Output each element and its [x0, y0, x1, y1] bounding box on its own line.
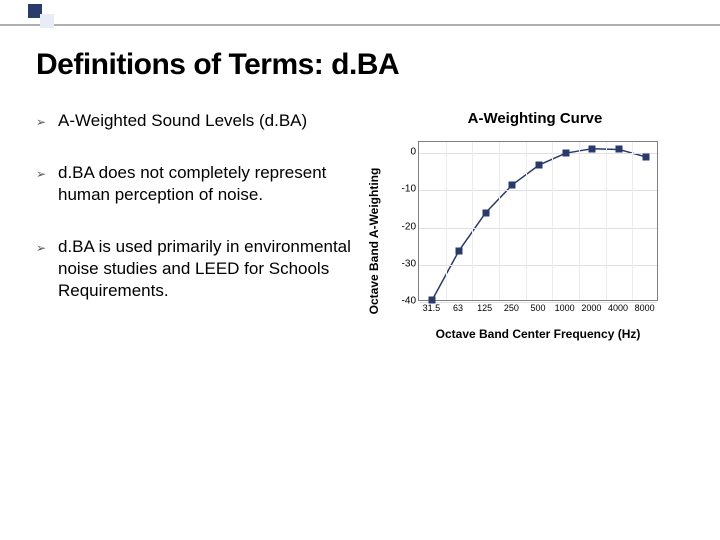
chart-wrap: Octave Band A-Weighting 0-10-20-30-40 31… [386, 141, 676, 341]
bullet-icon: ➢ [36, 115, 48, 129]
top-border [0, 0, 720, 26]
x-tick-label: 250 [504, 303, 519, 313]
data-marker [562, 150, 569, 157]
y-axis-label: Octave Band A-Weighting [367, 168, 381, 315]
chart-title: A-Weighting Curve [386, 110, 684, 127]
x-tick-label: 500 [530, 303, 545, 313]
data-marker [456, 247, 463, 254]
x-axis-label: Octave Band Center Frequency (Hz) [418, 327, 658, 341]
x-tick-label: 125 [477, 303, 492, 313]
data-marker [482, 209, 489, 216]
bullet-icon: ➢ [36, 167, 48, 181]
slide-body: Definitions of Terms: d.BA ➢ A-Weighted … [0, 26, 720, 341]
chart-panel: A-Weighting Curve Octave Band A-Weightin… [386, 104, 684, 341]
bullet-text: d.BA does not completely represent human… [58, 162, 366, 206]
y-tick-label: 0 [390, 147, 416, 158]
y-tick-label: -40 [390, 296, 416, 307]
bullet-text: d.BA is used primarily in environmental … [58, 236, 366, 302]
content-row: ➢ A-Weighted Sound Levels (d.BA) ➢ d.BA … [36, 104, 684, 341]
y-tick-label: -20 [390, 221, 416, 232]
bullet-icon: ➢ [36, 241, 48, 255]
data-marker [509, 181, 516, 188]
data-marker [536, 162, 543, 169]
y-ticks: 0-10-20-30-40 [390, 141, 416, 301]
x-tick-label: 63 [453, 303, 463, 313]
data-marker [642, 153, 649, 160]
x-tick-label: 1000 [555, 303, 575, 313]
bullet-item: ➢ d.BA is used primarily in environmenta… [36, 236, 366, 302]
x-tick-label: 31.5 [423, 303, 441, 313]
x-tick-label: 8000 [635, 303, 655, 313]
y-tick-label: -10 [390, 184, 416, 195]
plot-area [418, 141, 658, 301]
x-tick-label: 2000 [581, 303, 601, 313]
data-marker [616, 146, 623, 153]
y-tick-label: -30 [390, 258, 416, 269]
bullet-list: ➢ A-Weighted Sound Levels (d.BA) ➢ d.BA … [36, 104, 366, 341]
bullet-item: ➢ A-Weighted Sound Levels (d.BA) [36, 110, 366, 132]
slide-title: Definitions of Terms: d.BA [36, 48, 684, 82]
bullet-item: ➢ d.BA does not completely represent hum… [36, 162, 366, 206]
accent-squares [28, 4, 58, 18]
bullet-text: A-Weighted Sound Levels (d.BA) [58, 110, 307, 132]
x-tick-label: 4000 [608, 303, 628, 313]
data-marker [589, 145, 596, 152]
